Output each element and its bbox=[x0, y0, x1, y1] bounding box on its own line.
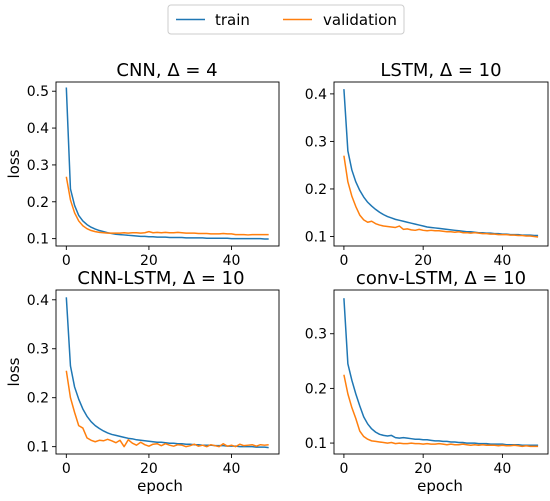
x-tick-label: 20 bbox=[140, 253, 158, 269]
x-tick-label: 20 bbox=[414, 461, 432, 477]
y-tick-label: 0.3 bbox=[305, 327, 327, 343]
y-tick-label: 0.4 bbox=[27, 121, 49, 137]
axes-frame bbox=[333, 289, 549, 455]
ylabel-top-left: loss bbox=[5, 149, 23, 178]
panel-lstm: 0 20 40 0.1 0.2 0.3 0.4 bbox=[305, 81, 549, 269]
xlabel-bottom-right: epoch bbox=[417, 477, 463, 495]
series-line-train bbox=[65, 87, 269, 240]
y-tick-label: 0.3 bbox=[27, 158, 49, 174]
legend-label-train: train bbox=[215, 11, 250, 29]
y-tick-label: 0.1 bbox=[305, 436, 327, 452]
y-tick-label: 0.2 bbox=[305, 182, 327, 198]
series-line-train bbox=[343, 298, 539, 446]
panel-conv-lstm: 0 20 40 0.1 0.2 0.3 bbox=[305, 289, 549, 477]
panel-title-lstm: LSTM, Δ = 10 bbox=[380, 60, 501, 81]
y-tick-label: 0.5 bbox=[27, 84, 49, 100]
panel-cnn-lstm: 0 20 40 0.1 0.2 0.3 0.4 bbox=[27, 289, 280, 477]
legend: train validation bbox=[167, 4, 405, 35]
ylabel-bottom-left: loss bbox=[5, 357, 23, 386]
y-tick-label: 0.3 bbox=[305, 134, 327, 150]
axes-frame bbox=[55, 289, 280, 455]
legend-label-validation: validation bbox=[323, 11, 397, 29]
xlabel-bottom-left: epoch bbox=[137, 477, 183, 495]
series-line-validation bbox=[343, 155, 539, 238]
y-tick-label: 0.4 bbox=[305, 87, 327, 103]
y-tick-label: 0.2 bbox=[27, 195, 49, 211]
x-tick-label: 40 bbox=[223, 461, 241, 477]
panel-title-cnn-lstm: CNN-LSTM, Δ = 10 bbox=[77, 268, 244, 289]
series-line-validation bbox=[65, 370, 269, 448]
x-tick-label: 0 bbox=[62, 461, 71, 477]
axes-frame bbox=[333, 81, 549, 247]
axes-frame bbox=[55, 81, 280, 247]
series-line-validation bbox=[343, 374, 539, 448]
y-tick-label: 0.2 bbox=[305, 381, 327, 397]
y-tick-label: 0.4 bbox=[27, 293, 49, 309]
y-tick-label: 0.1 bbox=[27, 440, 49, 456]
y-tick-label: 0.1 bbox=[27, 232, 49, 248]
series-line-validation bbox=[65, 176, 269, 236]
y-tick-label: 0.1 bbox=[305, 229, 327, 245]
panel-cnn: 0 20 40 0.1 0.2 0.3 0.4 0.5 bbox=[27, 81, 280, 269]
x-tick-label: 20 bbox=[140, 461, 158, 477]
x-tick-label: 20 bbox=[414, 253, 432, 269]
x-tick-label: 40 bbox=[494, 253, 512, 269]
series-line-train bbox=[65, 297, 269, 449]
series-line-train bbox=[343, 89, 539, 237]
y-tick-label: 0.2 bbox=[27, 391, 49, 407]
x-tick-label: 40 bbox=[494, 461, 512, 477]
x-tick-label: 0 bbox=[339, 461, 348, 477]
panel-title-conv-lstm: conv-LSTM, Δ = 10 bbox=[356, 268, 526, 289]
x-tick-label: 40 bbox=[223, 253, 241, 269]
panel-title-cnn: CNN, Δ = 4 bbox=[116, 60, 217, 81]
x-tick-label: 0 bbox=[339, 253, 348, 269]
x-tick-label: 0 bbox=[62, 253, 71, 269]
y-tick-label: 0.3 bbox=[27, 342, 49, 358]
